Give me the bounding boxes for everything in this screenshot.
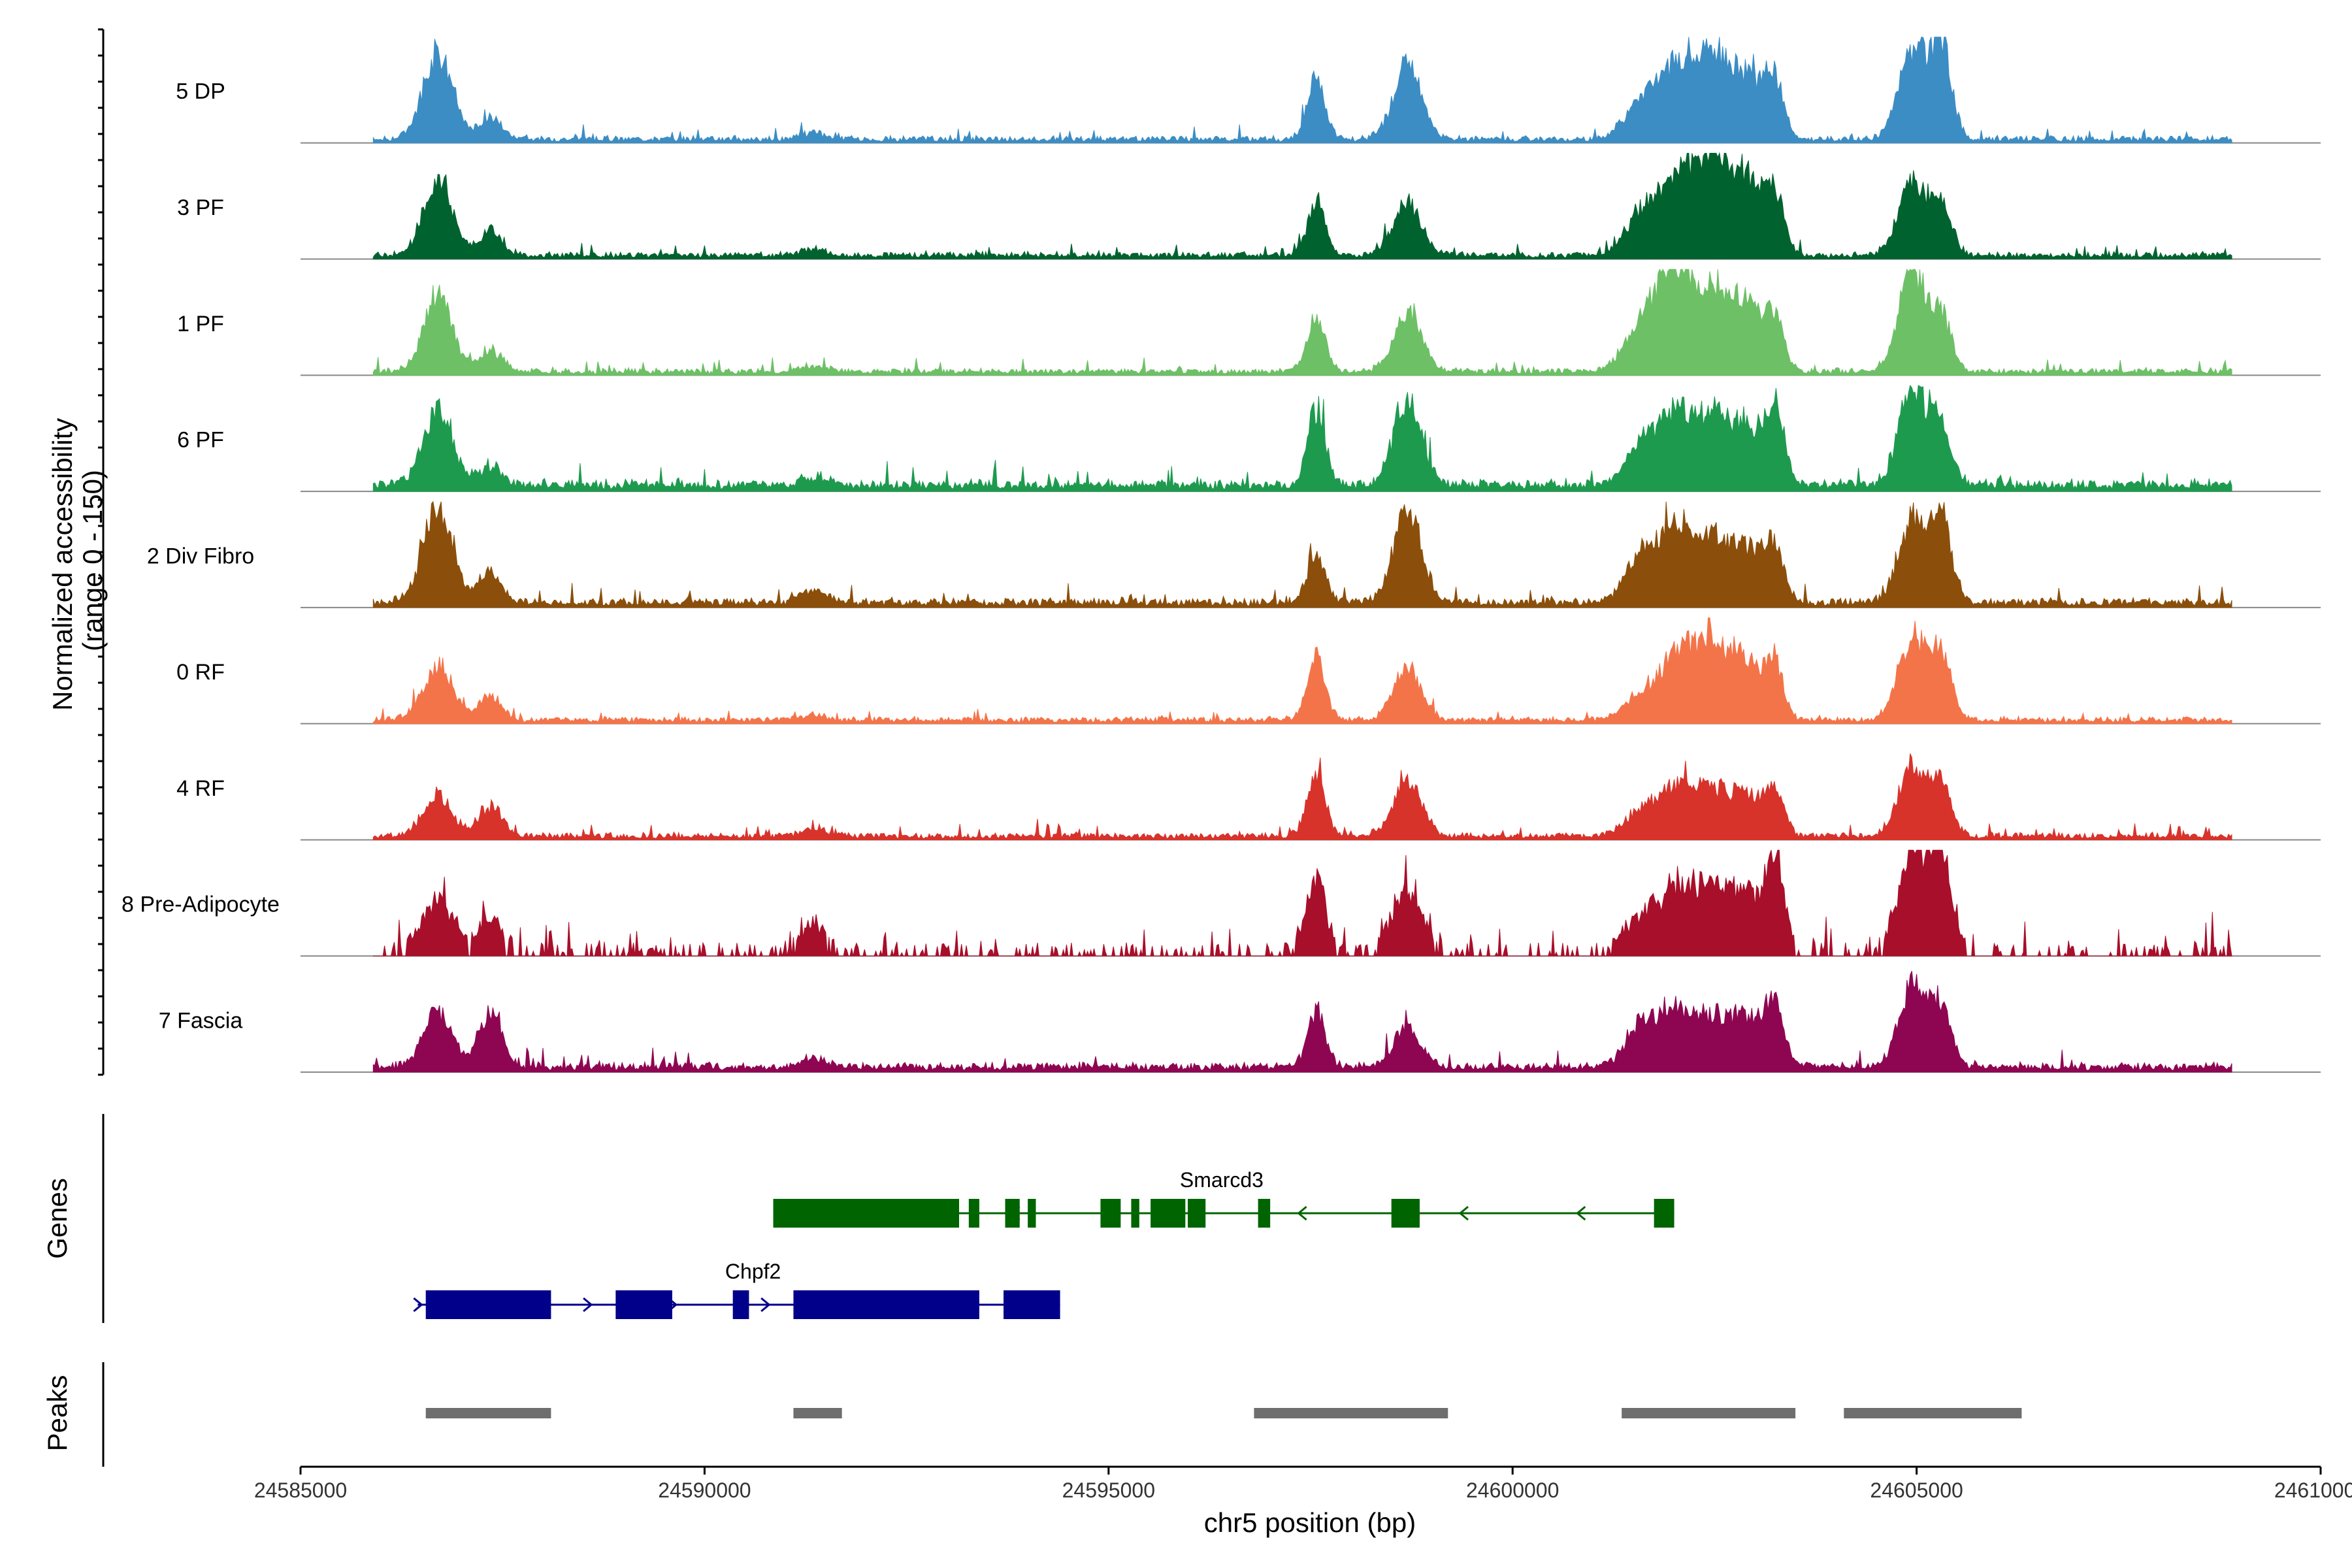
coverage-area <box>372 269 2232 376</box>
x-axis-title: chr5 position (bp) <box>1204 1507 1416 1538</box>
gene-smarcd3: Smarcd3 <box>773 1168 1674 1228</box>
track-label: 4 RF <box>176 776 225 801</box>
x-axis-ticks: 24585000 24590000 24595000 24600000 24605000… <box>254 1467 2352 1502</box>
x-tick-label: 24585000 <box>254 1478 347 1502</box>
x-tick-label: 24590000 <box>658 1478 751 1502</box>
y-axis-title-line-1: Normalized accessibility <box>47 418 78 711</box>
track-3: 6 PF <box>177 384 2321 493</box>
strand-arrow-icon <box>1297 1205 1307 1221</box>
coverage-area <box>372 617 2232 725</box>
track-6: 4 RF <box>176 753 2321 841</box>
track-label: 1 PF <box>177 312 224 336</box>
x-tick-label: 24595000 <box>1062 1478 1155 1502</box>
track-label: 2 Div Fibro <box>147 544 254 568</box>
track-label: 0 RF <box>176 660 225 685</box>
coverage-area <box>372 500 2232 608</box>
x-tick-label: 24600000 <box>1466 1478 1559 1502</box>
strand-arrow-icon <box>667 1297 678 1313</box>
gene-exon <box>1151 1199 1186 1228</box>
gene-exon <box>1100 1199 1121 1228</box>
coverage-area <box>372 849 2232 958</box>
gene-label: Smarcd3 <box>1180 1168 1264 1192</box>
gene-exon <box>615 1290 672 1319</box>
gene-exon <box>1131 1199 1139 1228</box>
peaks-track <box>425 1408 2022 1418</box>
coverage-area <box>372 971 2232 1073</box>
strand-arrow-icon <box>1575 1205 1586 1221</box>
track-7: 8 Pre-Adipocyte <box>122 849 2321 958</box>
gene-exon <box>425 1290 551 1319</box>
strand-arrow-icon <box>583 1297 593 1313</box>
coverage-tracks: 5 DP 3 PF 1 PF 6 PF 2 Div Fibro 0 RF 4 RF 8 Pre… <box>122 37 2321 1073</box>
gene-exon <box>968 1199 979 1228</box>
peaks-track-label: Peaks <box>42 1375 73 1452</box>
y-axis-title: Normalized accessibility (range 0 - 150) <box>47 410 108 711</box>
x-tick-label: 24605000 <box>1870 1478 1963 1502</box>
track-2: 1 PF <box>177 269 2321 376</box>
gene-chpf2: Chpf2 <box>413 1260 1060 1319</box>
x-tick-label: 24610000 <box>2274 1478 2352 1502</box>
strand-arrow-icon <box>760 1297 771 1313</box>
genes-track-label: Genes <box>42 1178 73 1259</box>
peak-region <box>425 1408 551 1418</box>
gene-exon <box>1004 1290 1060 1319</box>
coverage-area <box>372 384 2232 492</box>
peak-region <box>1254 1408 1448 1418</box>
peak-region <box>1844 1408 2022 1418</box>
track-label: 6 PF <box>177 428 224 453</box>
track-label: 7 Fascia <box>159 1008 243 1033</box>
coverage-area <box>372 753 2232 840</box>
coverage-area <box>372 152 2232 260</box>
gene-exon <box>1391 1199 1420 1228</box>
track-4: 2 Div Fibro <box>147 500 2321 608</box>
strand-arrow-icon <box>413 1297 423 1313</box>
strand-arrow-icon <box>1458 1205 1469 1221</box>
track-1: 3 PF <box>177 152 2321 260</box>
peak-region <box>793 1408 842 1418</box>
genes-track: Smarcd3 Chpf2 <box>413 1168 1674 1319</box>
gene-exon <box>1258 1199 1271 1228</box>
track-label: 3 PF <box>177 195 224 220</box>
peak-region <box>1622 1408 1796 1418</box>
track-label: 5 DP <box>176 79 225 104</box>
coverage-area <box>372 37 2232 144</box>
gene-exon <box>1188 1199 1206 1228</box>
track-8: 7 Fascia <box>159 971 2321 1073</box>
gene-exon <box>732 1290 749 1319</box>
track-label: 8 Pre-Adipocyte <box>122 892 280 917</box>
gene-exon <box>1028 1199 1036 1228</box>
gene-label: Chpf2 <box>725 1260 781 1283</box>
track-5: 0 RF <box>176 617 2321 725</box>
track-0: 5 DP <box>176 37 2321 144</box>
gene-exon <box>1654 1199 1674 1228</box>
gene-exon <box>773 1199 959 1228</box>
y-axis-ticks <box>98 28 103 1076</box>
gene-exon <box>793 1290 979 1319</box>
strand-arrow-icon <box>1010 1205 1021 1221</box>
